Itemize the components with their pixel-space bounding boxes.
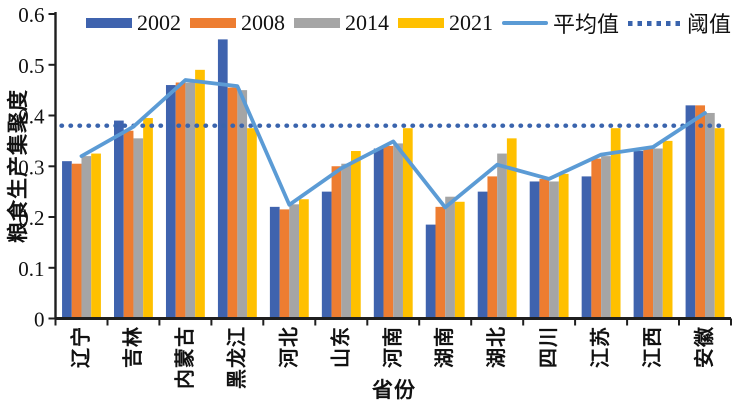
bar-2021-黑龙江 — [247, 128, 257, 319]
bar-2008-山东 — [331, 166, 342, 319]
legend-swatch-2002 — [86, 18, 132, 28]
bar-2021-四川 — [558, 173, 569, 319]
bar-2008-河南 — [383, 145, 394, 319]
bar-2021-辽宁 — [91, 153, 101, 319]
y-tick-label: 0 — [34, 308, 45, 332]
bar-2014-安徽 — [705, 112, 715, 319]
bar-2014-湖南 — [445, 196, 455, 319]
bar-2008-江西 — [643, 148, 654, 319]
bar-2014-湖北 — [497, 153, 507, 319]
x-category-label: 黑龙江 — [224, 326, 248, 389]
bar-2021-江苏 — [610, 128, 621, 319]
x-category-label: 吉林 — [120, 326, 144, 368]
y-tick-label: 0.1 — [18, 257, 44, 281]
legend-item-2021: 2021 — [398, 10, 493, 36]
bar-2002-四川 — [529, 181, 540, 319]
bar-2021-安徽 — [714, 128, 725, 319]
bar-2021-江西 — [662, 140, 673, 319]
x-category-label: 江西 — [641, 326, 664, 368]
bar-2008-湖南 — [435, 206, 446, 319]
x-category-label: 四川 — [538, 326, 560, 368]
bar-2002-辽宁 — [62, 161, 72, 319]
bar-2002-内蒙古 — [165, 85, 176, 319]
bar-2021-吉林 — [143, 118, 153, 319]
bar-2014-黑龙江 — [237, 90, 248, 319]
bar-2008-安徽 — [695, 105, 706, 319]
bar-2014-内蒙古 — [185, 82, 196, 319]
legend-label-平均值: 平均值 — [553, 12, 620, 37]
bar-2021-河北 — [299, 199, 309, 319]
bar-2008-黑龙江 — [227, 87, 238, 319]
bar-2002-河北 — [269, 206, 280, 319]
bar-2014-江苏 — [601, 156, 611, 319]
legend-label-2021: 2021 — [449, 10, 493, 35]
bar-2002-湖北 — [477, 191, 488, 319]
bar-2002-江苏 — [581, 176, 592, 319]
y-tick-label: 0.2 — [18, 206, 44, 230]
x-category-label: 湖北 — [485, 326, 508, 368]
bar-2002-吉林 — [114, 120, 124, 319]
chart-legend: 2002 2008 2014 2021 平均值 阈值 — [86, 7, 731, 39]
bar-2002-湖南 — [425, 224, 436, 319]
bar-2021-山东 — [351, 151, 361, 319]
legend-label-2014: 2014 — [345, 10, 389, 35]
bar-2002-江西 — [633, 151, 644, 319]
x-category-label: 安徽 — [692, 326, 716, 368]
bar-2008-湖北 — [487, 176, 498, 319]
x-category-label: 内蒙古 — [172, 326, 196, 389]
legend-label-2008: 2008 — [241, 10, 285, 35]
bar-2014-河北 — [289, 204, 300, 319]
bar-2002-山东 — [321, 191, 332, 319]
bar-2008-内蒙古 — [175, 82, 186, 319]
bar-2002-黑龙江 — [217, 39, 228, 319]
bar-2008-河北 — [279, 209, 290, 319]
x-category-label: 河北 — [277, 326, 300, 368]
bar-2002-安徽 — [685, 105, 696, 319]
bar-2008-江苏 — [591, 158, 602, 319]
legend-label-阈值: 阈值 — [687, 12, 732, 37]
bar-2014-河南 — [393, 143, 403, 319]
bar-2008-辽宁 — [71, 163, 82, 319]
bar-2014-四川 — [549, 181, 559, 319]
x-category-label: 江苏 — [589, 326, 612, 368]
legend-item-2014: 2014 — [294, 10, 389, 36]
x-category-label: 河南 — [381, 326, 404, 368]
bar-2014-江西 — [653, 148, 663, 319]
legend-swatch-2021 — [398, 18, 444, 28]
legend-item-2008: 2008 — [190, 10, 285, 36]
legend-swatch-阈值 — [628, 20, 683, 26]
legend-item-平均值: 平均值 — [502, 7, 619, 39]
bar-2008-四川 — [539, 178, 550, 319]
bar-2021-湖北 — [506, 138, 517, 319]
bar-2014-山东 — [341, 163, 352, 319]
mean-line — [79, 78, 707, 210]
x-category-label: 山东 — [328, 326, 352, 368]
legend-item-阈值: 阈值 — [628, 7, 731, 39]
bar-2021-河南 — [402, 128, 413, 319]
bar-2008-吉林 — [123, 130, 134, 319]
y-tick-label: 0.4 — [18, 105, 45, 129]
y-tick-label: 0.3 — [18, 155, 44, 179]
bar-2014-辽宁 — [81, 156, 92, 319]
legend-label-2002: 2002 — [137, 10, 181, 35]
y-axis-title: 粮食生产集聚度 — [6, 89, 30, 243]
legend-item-2002: 2002 — [86, 10, 181, 36]
bar-2002-河南 — [373, 148, 384, 319]
bar-2014-吉林 — [133, 138, 144, 319]
legend-swatch-2008 — [190, 18, 236, 28]
x-axis-title: 省份 — [372, 378, 416, 402]
bar-2021-内蒙古 — [195, 69, 205, 319]
legend-swatch-平均值 — [502, 21, 548, 25]
bar-2021-湖南 — [454, 201, 465, 319]
x-category-label: 湖南 — [433, 326, 456, 368]
x-category-label: 辽宁 — [69, 326, 93, 368]
y-tick-label: 0.6 — [18, 3, 44, 27]
legend-swatch-2014 — [294, 18, 340, 28]
y-tick-label: 0.5 — [18, 54, 44, 78]
